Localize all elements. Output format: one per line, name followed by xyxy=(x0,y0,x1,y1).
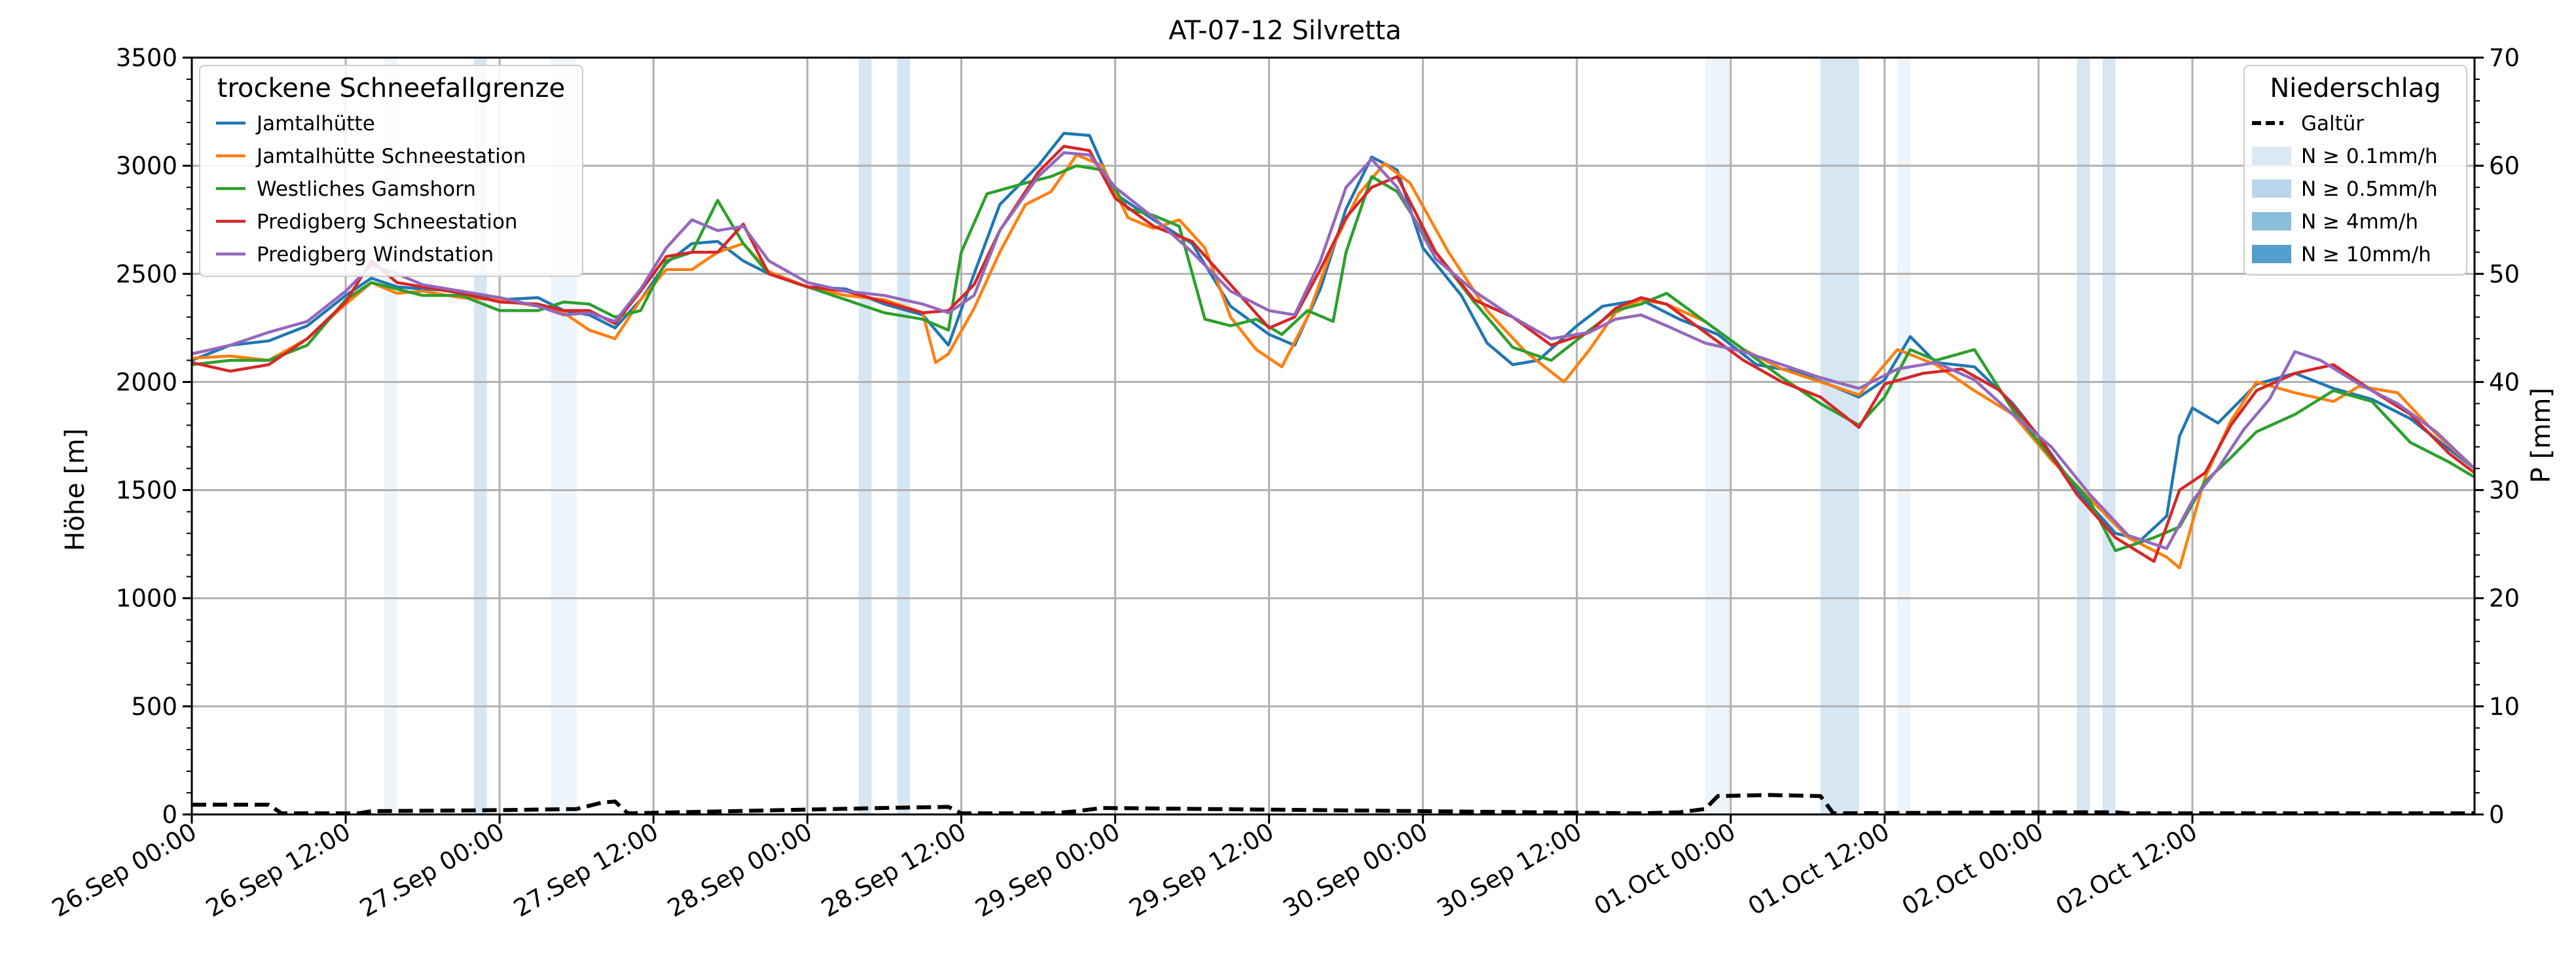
legend-frame xyxy=(199,65,583,277)
legend-snowline: trockene Schneefallgrenze Jamtalhütte Jamt… xyxy=(199,65,583,277)
y2-tick-label: 20 xyxy=(2489,585,2520,613)
y-tick-label: 2000 xyxy=(116,368,177,396)
precip-band xyxy=(2077,58,2090,814)
y-tick-label: 1000 xyxy=(116,585,177,613)
legend-label: Galtür xyxy=(2301,112,2364,136)
y2-tick-label: 10 xyxy=(2489,693,2520,721)
legend-swatch xyxy=(2252,147,2291,165)
y2-tick-label: 60 xyxy=(2489,152,2520,180)
y2-tick-label: 0 xyxy=(2489,801,2505,829)
chart-title: AT-07-12 Silvretta xyxy=(1169,16,1402,46)
precip-band xyxy=(897,58,911,814)
legend-label: N ≥ 0.1mm/h xyxy=(2301,145,2438,168)
legend-label: N ≥ 10mm/h xyxy=(2301,243,2431,266)
precip-band xyxy=(1897,58,1911,814)
y-axis-label: Höhe [m] xyxy=(60,428,90,551)
precip-band xyxy=(2102,58,2116,814)
precip-band xyxy=(1820,58,1859,814)
legend-swatch xyxy=(2252,179,2291,198)
legend-precip: Niederschlag Galtür N ≥ 0.1mm/h N ≥ 0.5mm/h… xyxy=(2243,65,2467,276)
legend-label: N ≥ 4mm/h xyxy=(2301,210,2418,234)
y2-tick-label: 50 xyxy=(2489,260,2520,288)
legend-swatch xyxy=(2252,245,2291,263)
legend-title: Niederschlag xyxy=(2270,73,2440,103)
legend-frame xyxy=(2243,65,2467,276)
series-line xyxy=(191,151,2476,550)
series-lines xyxy=(191,132,2476,816)
y-tick-label: 3500 xyxy=(116,44,177,72)
precip-band xyxy=(1705,58,1731,814)
legend-title: trockene Schneefallgrenze xyxy=(217,73,565,103)
legend-label: Jamtalhütte Schneestation xyxy=(255,145,526,168)
legend-label: Predigberg Schneestation xyxy=(257,210,518,234)
legend-label: N ≥ 0.5mm/h xyxy=(2301,177,2438,201)
series-line xyxy=(191,145,2476,563)
y2-tick-label: 40 xyxy=(2489,368,2520,396)
y-tick-label: 3000 xyxy=(116,152,177,180)
legend-label: Westliches Gamshorn xyxy=(257,177,476,201)
y-tick-label: 1500 xyxy=(116,477,177,505)
series-line xyxy=(192,793,2475,816)
y2-axis-label: P [mm] xyxy=(2526,388,2556,483)
legend-label: Jamtalhütte xyxy=(255,112,375,136)
y2-tick-label: 30 xyxy=(2489,477,2520,505)
y-tick-label: 500 xyxy=(131,693,177,721)
series-line xyxy=(191,164,2476,553)
legend-swatch xyxy=(2252,212,2291,230)
legend-label: Predigberg Windstation xyxy=(257,243,494,266)
plot-frame xyxy=(190,56,2476,816)
y2-tick-label: 70 xyxy=(2489,44,2520,72)
precip-band xyxy=(858,58,872,814)
y-tick-label: 2500 xyxy=(116,260,177,288)
y-tick-label: 0 xyxy=(162,801,177,829)
